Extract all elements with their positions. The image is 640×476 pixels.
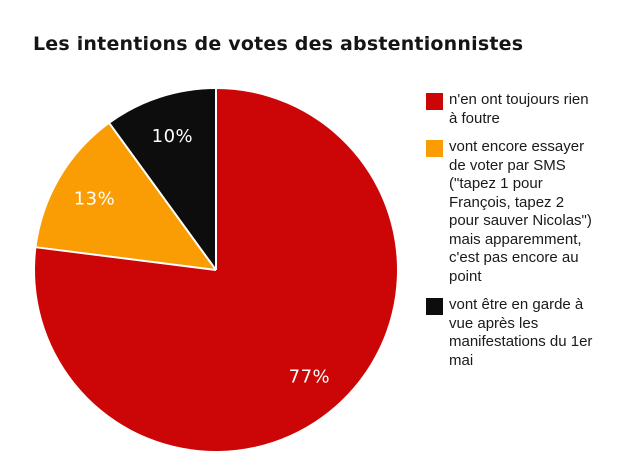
legend-item-label: vont encore essayer de voter par SMS ("t… bbox=[449, 138, 592, 285]
slice-separator bbox=[108, 122, 217, 271]
pie-slice-2 bbox=[109, 89, 216, 270]
legend-item-label: n'en ont toujours rien à foutre bbox=[449, 91, 589, 127]
slice-percentage-label: 77% bbox=[289, 366, 331, 387]
slice-percentage-label: 13% bbox=[74, 189, 116, 210]
legend-swatch-black bbox=[426, 298, 443, 315]
legend-item-label: vont être en garde à vue après les manif… bbox=[449, 296, 593, 369]
legend: n'en ont toujours rien à foutre vont enc… bbox=[426, 91, 631, 380]
pie-chart: 77% 13% 10% bbox=[35, 89, 398, 451]
legend-swatch-orange bbox=[426, 140, 443, 157]
legend-item-vote-sms: vont encore essayer de voter par SMS ("t… bbox=[426, 138, 631, 286]
chart-title: Les intentions de votes des abstentionni… bbox=[33, 33, 524, 55]
slice-separator bbox=[36, 246, 217, 271]
legend-item-rien-a-foutre: n'en ont toujours rien à foutre bbox=[426, 91, 631, 128]
pie-slice-1 bbox=[36, 123, 217, 270]
legend-item-garde-a-vue: vont être en garde à vue après les manif… bbox=[426, 296, 631, 370]
legend-swatch-red bbox=[426, 93, 443, 110]
slice-percentage-label: 10% bbox=[152, 126, 194, 147]
